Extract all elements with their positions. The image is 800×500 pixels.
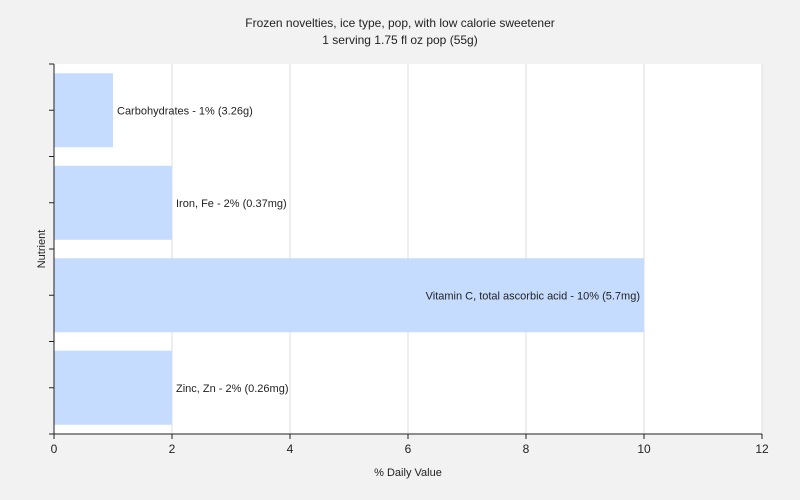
bar-label: Vitamin C, total ascorbic acid - 10% (5.… [426,290,640,302]
chart-title: Frozen novelties, ice type, pop, with lo… [245,16,555,30]
x-tick-label: 12 [755,442,769,456]
x-tick-label: 8 [523,442,530,456]
bars: Carbohydrates - 1% (3.26g) Iron, Fe - 2% … [54,73,644,425]
bar [54,350,172,425]
bar [54,165,172,240]
bar [54,258,644,333]
x-tick-label: 4 [287,442,294,456]
y-ticks [49,63,54,435]
y-axis-label: Nutrient [36,230,48,269]
x-tick-label: 0 [51,442,58,456]
x-axis-label: % Daily Value [374,467,442,479]
x-tick-label: 6 [405,442,412,456]
bar-label: Carbohydrates - 1% (3.26g) [117,105,253,117]
bar-label: Iron, Fe - 2% (0.37mg) [176,198,287,210]
bar [54,73,113,148]
x-ticks: 0 2 4 6 8 10 12 [51,434,769,456]
grid [171,64,763,434]
chart-subtitle: 1 serving 1.75 fl oz pop (55g) [322,33,477,47]
x-tick-label: 2 [169,442,176,456]
x-tick-label: 10 [637,442,651,456]
bar-label: Zinc, Zn - 2% (0.26mg) [176,383,288,395]
